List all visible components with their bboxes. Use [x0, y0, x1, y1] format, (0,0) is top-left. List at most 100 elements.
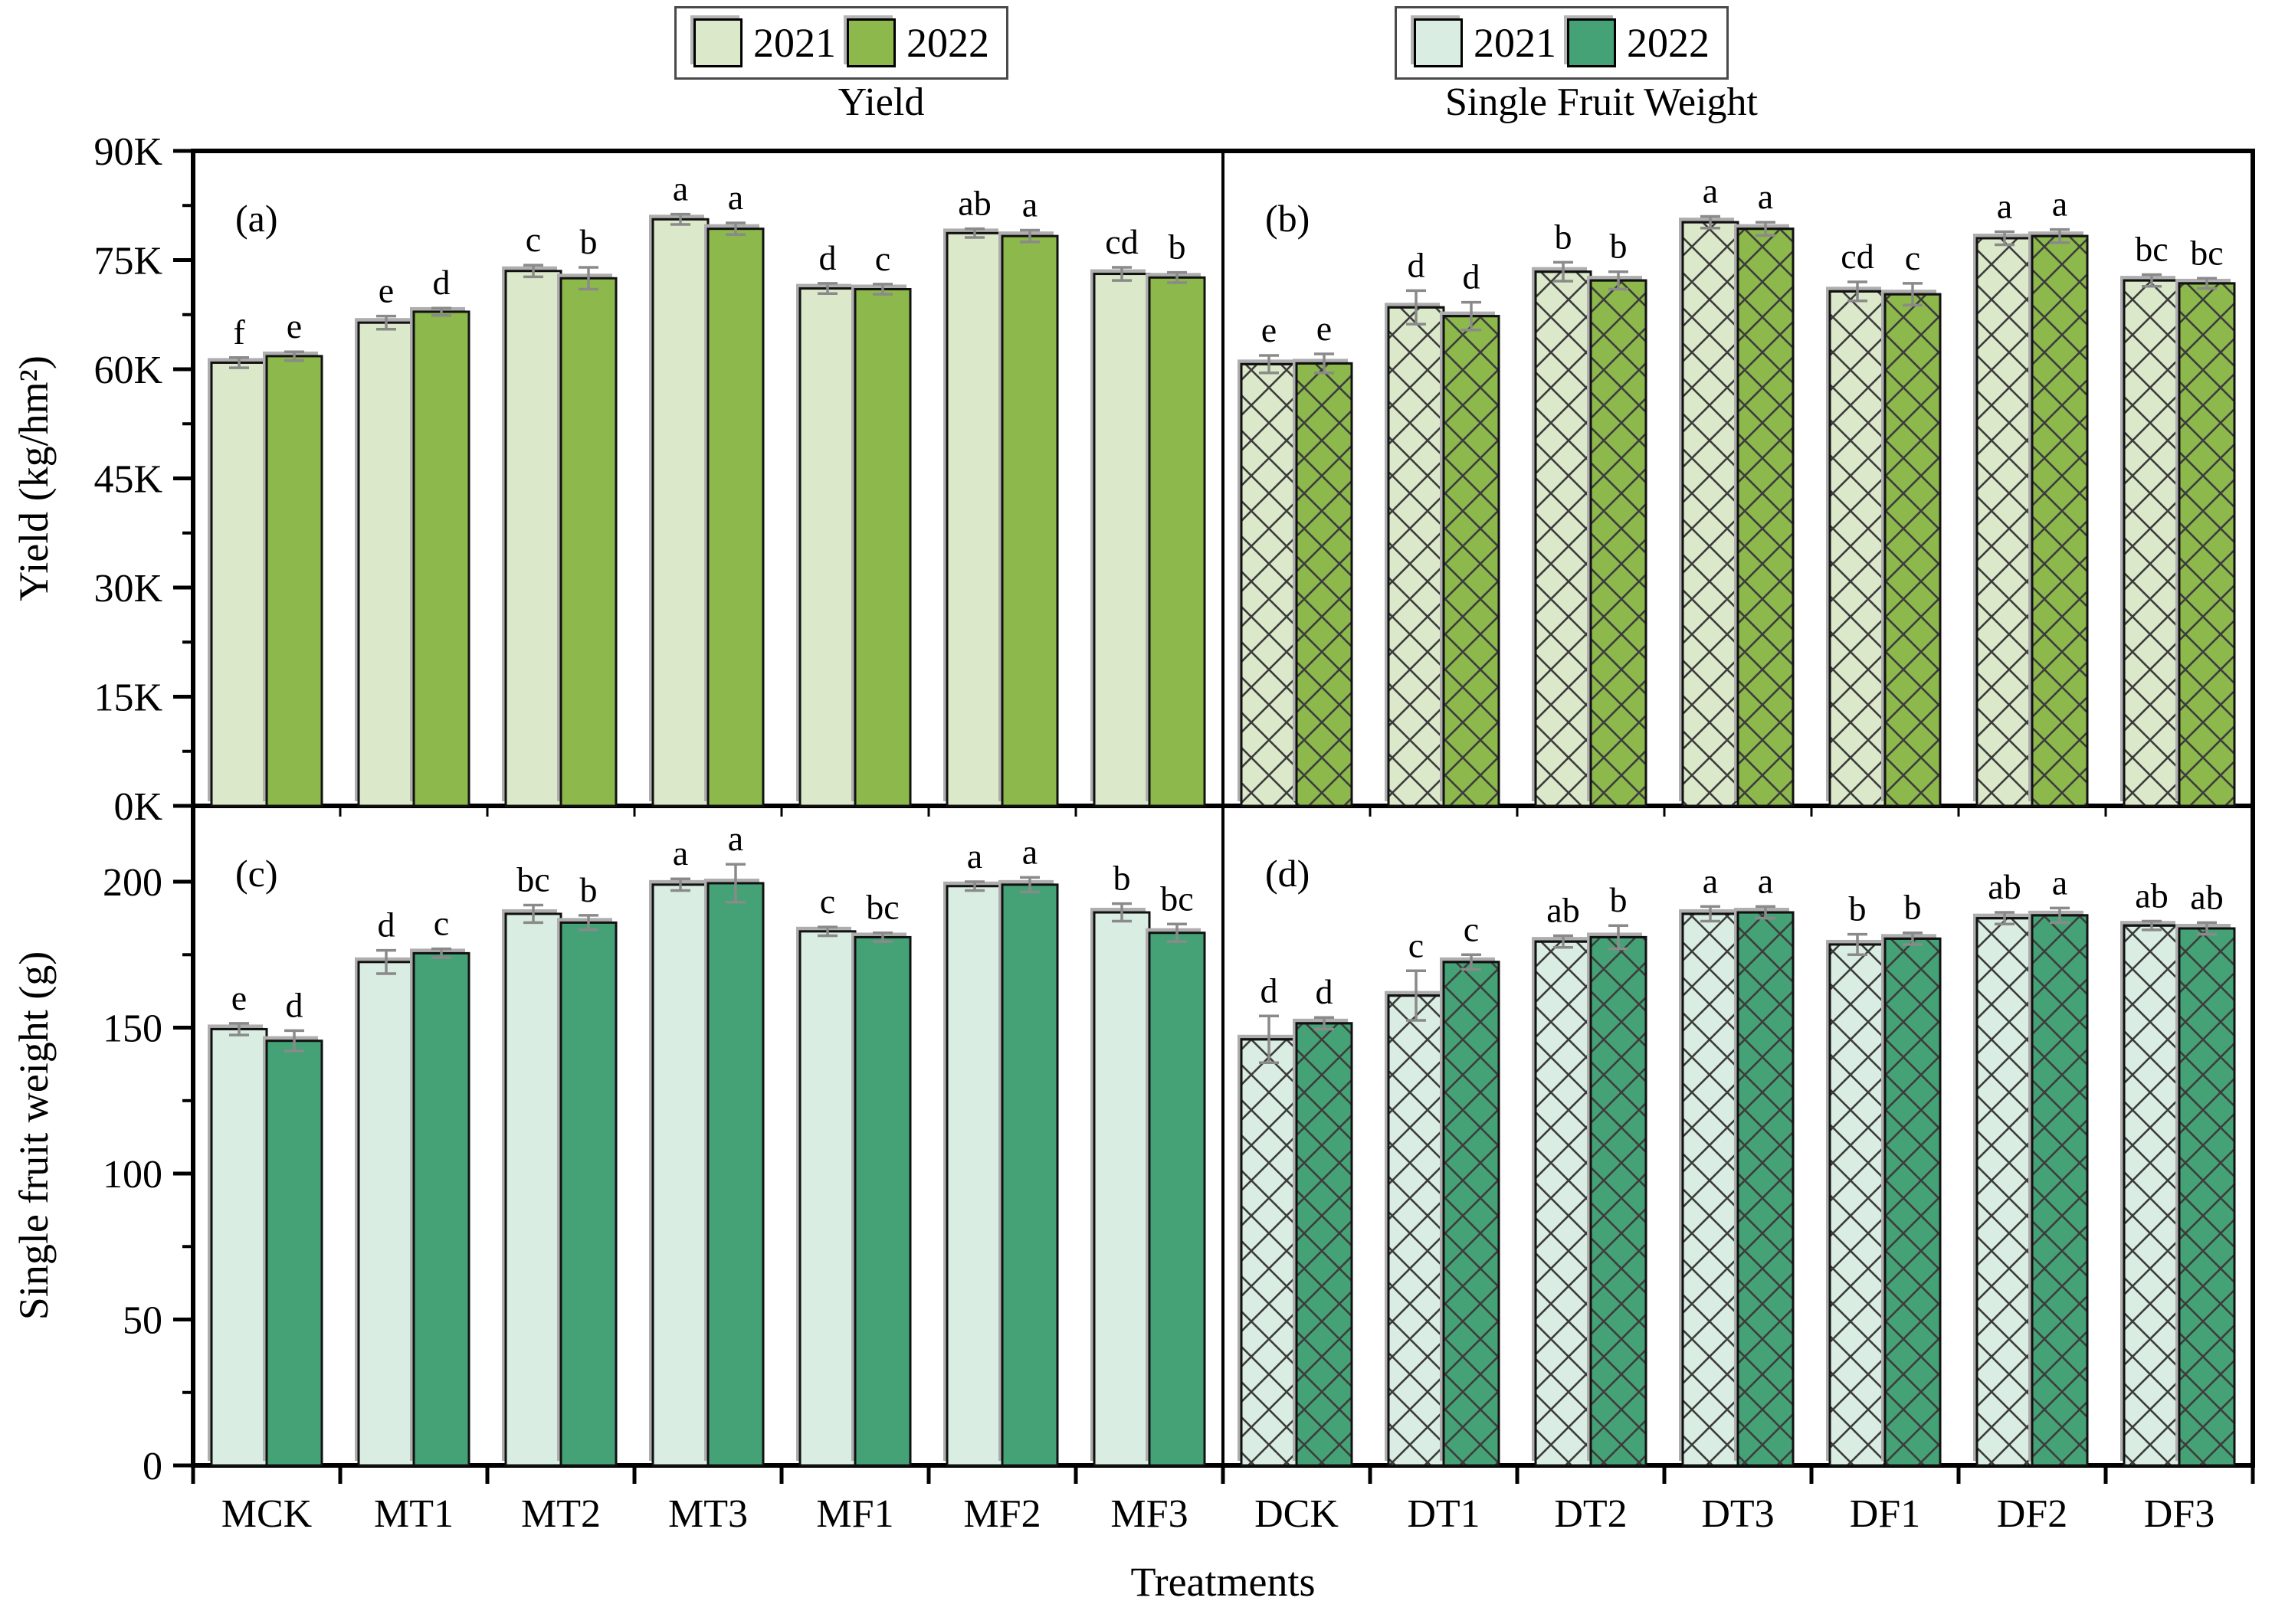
bar-a-MF2-2021 — [946, 231, 1004, 807]
bar-a-MCK-2022 — [265, 355, 323, 807]
bar-hatch-overlay — [2178, 927, 2236, 1467]
significance-letter: e — [1316, 309, 1332, 348]
bar-hatch-overlay — [1534, 940, 1592, 1467]
bar-hatch-overlay — [2123, 279, 2181, 807]
significance-letter: c — [434, 904, 449, 943]
significance-letter: d — [1261, 971, 1278, 1010]
bar-hatch-overlay — [1240, 362, 1298, 807]
bar-c-MF2-2021 — [946, 885, 1004, 1467]
significance-letter: a — [1703, 172, 1718, 211]
bar-a-MCK-2021 — [210, 361, 268, 807]
significance-letter: b — [1849, 889, 1867, 928]
legend-label-yield-2021: 2021 — [753, 20, 836, 66]
significance-letter: a — [2052, 863, 2067, 902]
significance-letter: e — [379, 271, 394, 310]
bar-c-MF1-2022 — [854, 935, 912, 1467]
bar-hatch-overlay — [2031, 914, 2089, 1467]
significance-letter: a — [1758, 861, 1773, 900]
bar-a-MT3-2022 — [706, 228, 765, 807]
bar-c-MF3-2021 — [1093, 911, 1151, 1467]
bar-c-MT2-2021 — [504, 912, 562, 1467]
bar-hatch-overlay — [1883, 937, 1942, 1467]
x-tick-label: DT1 — [1407, 1492, 1480, 1536]
significance-letter: ab — [2135, 876, 2168, 915]
legend-title-yield: Yield — [838, 80, 925, 124]
bar-a-MF1-2022 — [854, 288, 912, 807]
significance-letter: c — [820, 882, 835, 921]
y-tick-label: 75K — [93, 240, 162, 283]
y-tick-label: 15K — [93, 676, 162, 720]
bar-hatch-overlay — [1387, 994, 1445, 1467]
x-tick-label: MF1 — [816, 1492, 893, 1536]
y-tick-label: 200 — [103, 861, 162, 905]
bar-hatch-overlay — [2178, 282, 2236, 807]
bar-hatch-overlay — [1589, 935, 1647, 1467]
y-tick-label: 30K — [93, 567, 162, 611]
x-tick-label: DF2 — [1997, 1492, 2067, 1536]
bar-hatch-overlay — [2031, 234, 2089, 807]
bar-c-MT2-2022 — [559, 921, 618, 1467]
bar-a-MT2-2022 — [559, 277, 618, 807]
bar-c-MT3-2021 — [651, 883, 710, 1467]
y-tick-label: 50 — [123, 1299, 162, 1343]
significance-letter: a — [1022, 832, 1038, 871]
significance-letter: a — [967, 837, 982, 876]
x-tick-label: MF2 — [963, 1492, 1041, 1536]
significance-letter: bc — [2190, 233, 2223, 272]
bar-a-MF3-2022 — [1148, 276, 1206, 807]
bar-hatch-overlay — [2123, 924, 2181, 1467]
significance-letter: b — [580, 222, 598, 261]
bar-hatch-overlay — [1442, 315, 1500, 807]
significance-letter: a — [1997, 186, 2012, 225]
bar-hatch-overlay — [1295, 362, 1353, 807]
legend-swatch-sfw-2022 — [1567, 18, 1616, 67]
legend-swatch-yield-2022 — [847, 18, 896, 67]
bar-hatch-overlay — [1736, 911, 1795, 1467]
significance-letter: d — [1463, 257, 1480, 296]
significance-letter: bc — [2135, 230, 2168, 269]
bar-hatch-overlay — [1681, 221, 1739, 807]
significance-letter: b — [1610, 227, 1628, 266]
significance-letter: d — [433, 263, 451, 302]
significance-letter: c — [1408, 925, 1424, 964]
bar-hatch-overlay — [1240, 1038, 1298, 1467]
significance-letter: e — [231, 978, 247, 1017]
x-tick-label: DCK — [1254, 1492, 1339, 1536]
panel-label: (b) — [1265, 197, 1310, 240]
significance-letter: cd — [1841, 237, 1874, 276]
significance-letter: a — [1022, 185, 1038, 224]
significance-letter: c — [875, 239, 890, 278]
bar-hatch-overlay — [1736, 228, 1795, 807]
bar-c-MT1-2021 — [357, 961, 415, 1467]
significance-letter: d — [286, 985, 303, 1024]
significance-letter: b — [1904, 888, 1922, 927]
y-tick-label: 150 — [103, 1007, 162, 1051]
bar-hatch-overlay — [1387, 306, 1445, 807]
significance-letter: d — [819, 238, 837, 277]
significance-letter: ab — [1988, 867, 2021, 906]
bar-hatch-overlay — [1975, 917, 2034, 1467]
bar-a-MT1-2021 — [357, 321, 415, 807]
bar-c-MF3-2022 — [1148, 932, 1206, 1467]
x-tick-label: DT2 — [1554, 1492, 1627, 1536]
panel-label: (d) — [1265, 852, 1310, 895]
bar-c-MF2-2022 — [1001, 883, 1059, 1467]
bar-c-MCK-2022 — [265, 1040, 323, 1467]
bar-a-MF1-2021 — [798, 287, 857, 807]
bar-c-MT1-2022 — [412, 951, 470, 1467]
significance-letter: a — [673, 169, 688, 208]
significance-letter: bc — [866, 888, 899, 927]
bar-a-MF3-2021 — [1093, 273, 1151, 807]
significance-letter: cd — [1105, 222, 1138, 261]
y-tick-label: 0K — [113, 785, 162, 829]
significance-letter: b — [1610, 880, 1628, 919]
bar-hatch-overlay — [1589, 279, 1647, 807]
y-axis-title: Yield (kg/hm²) — [11, 355, 57, 601]
significance-letter: a — [1703, 861, 1718, 900]
y-tick-label: 90K — [93, 130, 162, 174]
significance-letter: c — [1464, 909, 1479, 948]
significance-letter: bc — [516, 860, 549, 899]
legend-swatch-sfw-2021 — [1414, 18, 1463, 67]
bar-hatch-overlay — [1534, 270, 1592, 807]
